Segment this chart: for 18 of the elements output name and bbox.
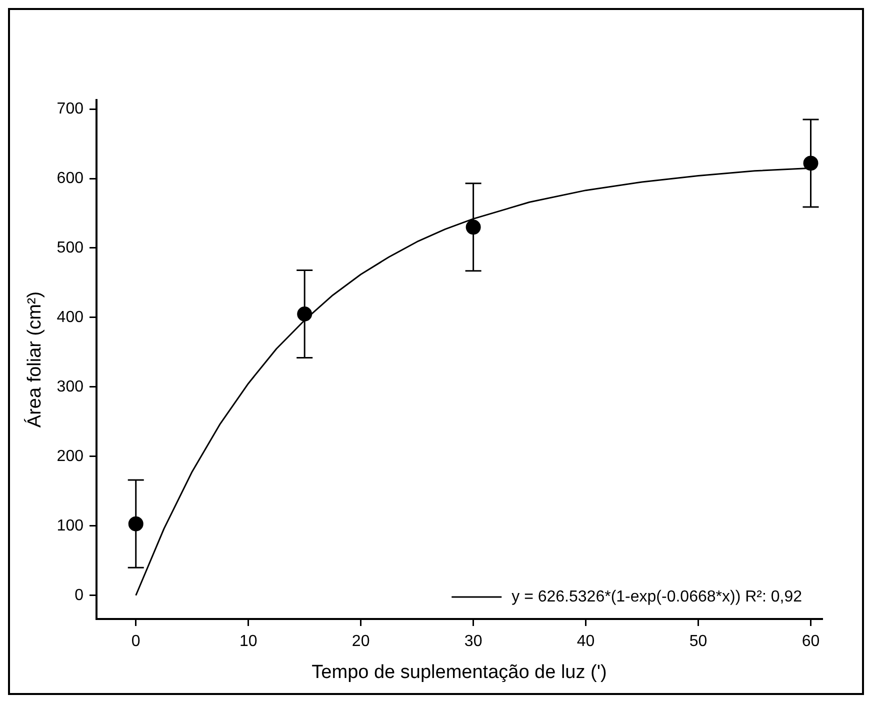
x-tick-label: 10 xyxy=(239,633,258,650)
y-tick-label: 500 xyxy=(56,239,84,256)
y-tick-label: 0 xyxy=(74,586,84,604)
y-tick-label: 400 xyxy=(56,308,84,326)
x-tick-label: 60 xyxy=(802,633,820,650)
x-tick-label: 30 xyxy=(464,633,482,650)
x-tick-label: 40 xyxy=(576,633,595,650)
y-tick-label: 700 xyxy=(56,100,84,118)
x-tick-label: 20 xyxy=(352,633,370,650)
y-tick-label: 200 xyxy=(56,448,84,465)
y-axis-title: Área foliar (cm²) xyxy=(24,291,46,428)
legend-label: y = 626.5326*(1-exp(-0.0668*x)) R²: 0,92 xyxy=(512,588,802,606)
y-tick-label: 100 xyxy=(56,517,84,534)
y-tick-label: 600 xyxy=(56,170,84,187)
x-tick-label: 0 xyxy=(131,633,140,650)
x-tick-label: 50 xyxy=(689,633,708,650)
x-axis-title: Tempo de suplementação de luz (') xyxy=(312,662,607,683)
y-tick-label: 300 xyxy=(56,378,84,396)
